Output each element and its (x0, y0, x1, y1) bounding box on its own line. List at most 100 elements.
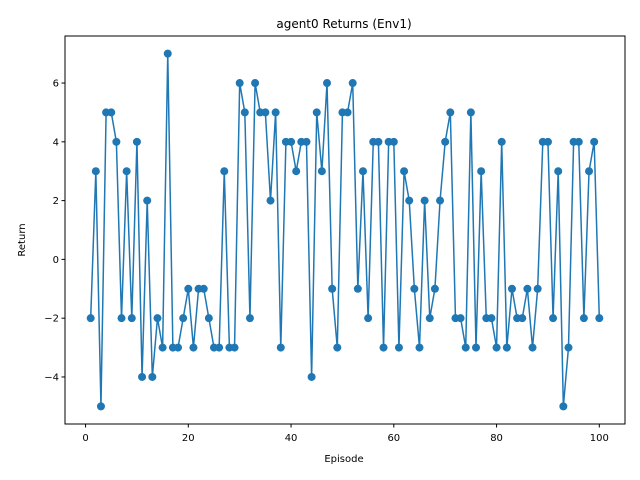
data-point (466, 108, 475, 117)
data-point (564, 343, 573, 352)
data-point (348, 79, 357, 88)
data-point (425, 314, 434, 323)
data-point (132, 137, 141, 146)
data-point (472, 343, 481, 352)
data-point (292, 167, 301, 176)
data-point (595, 314, 604, 323)
data-point (559, 402, 568, 411)
data-point (574, 137, 583, 146)
data-point (456, 314, 465, 323)
data-point (230, 343, 239, 352)
data-point (148, 372, 157, 381)
x-tick-label: 60 (387, 433, 400, 444)
data-point (523, 284, 532, 293)
y-tick-label: 0 (53, 255, 59, 266)
data-point (179, 314, 188, 323)
data-point (122, 167, 131, 176)
data-point (410, 284, 419, 293)
data-point (240, 108, 249, 117)
data-point (487, 314, 496, 323)
data-point (502, 343, 511, 352)
data-point (127, 314, 136, 323)
data-point (184, 284, 193, 293)
data-point (461, 343, 470, 352)
data-point (220, 167, 229, 176)
data-point (353, 284, 362, 293)
data-point (271, 108, 280, 117)
data-point (394, 343, 403, 352)
x-tick-label: 100 (590, 433, 609, 444)
x-tick-label: 40 (285, 433, 298, 444)
data-point (477, 167, 486, 176)
data-point (91, 167, 100, 176)
data-point (261, 108, 270, 117)
data-point (400, 167, 409, 176)
data-point (153, 314, 162, 323)
data-point (158, 343, 167, 352)
x-axis-label: Episode (324, 454, 363, 465)
data-point (235, 79, 244, 88)
data-point (379, 343, 388, 352)
data-point (343, 108, 352, 117)
data-point (415, 343, 424, 352)
data-point (549, 314, 558, 323)
data-point (364, 314, 373, 323)
data-point (430, 284, 439, 293)
data-point (585, 167, 594, 176)
data-point (317, 167, 326, 176)
data-point (446, 108, 455, 117)
y-tick-label: 2 (53, 196, 59, 207)
axes-frame (64, 35, 626, 425)
y-tick-label: 4 (53, 137, 59, 148)
data-point (554, 167, 563, 176)
data-point (163, 49, 172, 58)
data-point (96, 402, 105, 411)
data-point (245, 314, 254, 323)
data-point (328, 284, 337, 293)
data-point (138, 372, 147, 381)
data-point (374, 137, 383, 146)
y-tick-label: 6 (53, 79, 59, 90)
data-point (302, 137, 311, 146)
data-point (492, 343, 501, 352)
data-point (518, 314, 527, 323)
data-point (117, 314, 126, 323)
chart-title: agent0 Returns (Env1) (276, 17, 411, 31)
data-point (174, 343, 183, 352)
data-point (420, 196, 429, 205)
data-point (436, 196, 445, 205)
data-point (543, 137, 552, 146)
data-point (405, 196, 414, 205)
data-point (199, 284, 208, 293)
data-point (266, 196, 275, 205)
data-point (251, 79, 260, 88)
data-point (389, 137, 398, 146)
data-point (528, 343, 537, 352)
data-point (312, 108, 321, 117)
data-point (204, 314, 213, 323)
x-tick-label: 80 (490, 433, 503, 444)
data-point (307, 372, 316, 381)
data-point (189, 343, 198, 352)
x-tick-label: 20 (182, 433, 195, 444)
data-point (590, 137, 599, 146)
data-point (497, 137, 506, 146)
data-point (143, 196, 152, 205)
y-tick-label: −2 (44, 314, 59, 325)
data-point (333, 343, 342, 352)
x-tick-label: 0 (82, 433, 88, 444)
data-point (112, 137, 121, 146)
data-point (579, 314, 588, 323)
data-point (107, 108, 116, 117)
data-point (86, 314, 95, 323)
data-point (533, 284, 542, 293)
data-point (287, 137, 296, 146)
data-point (358, 167, 367, 176)
data-point (507, 284, 516, 293)
plot-area (86, 49, 604, 411)
y-tick-label: −4 (44, 372, 59, 383)
data-point (215, 343, 224, 352)
data-point (323, 79, 332, 88)
